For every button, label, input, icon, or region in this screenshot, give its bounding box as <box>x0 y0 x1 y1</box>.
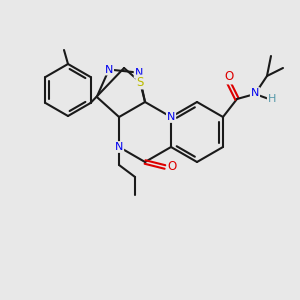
Text: H: H <box>268 94 276 104</box>
Text: N: N <box>105 64 113 74</box>
Text: N: N <box>115 142 123 152</box>
Text: O: O <box>167 160 177 173</box>
Text: S: S <box>136 76 144 88</box>
Text: N: N <box>251 88 259 98</box>
Text: N: N <box>135 68 143 78</box>
Text: O: O <box>224 70 234 83</box>
Text: N: N <box>167 112 175 122</box>
